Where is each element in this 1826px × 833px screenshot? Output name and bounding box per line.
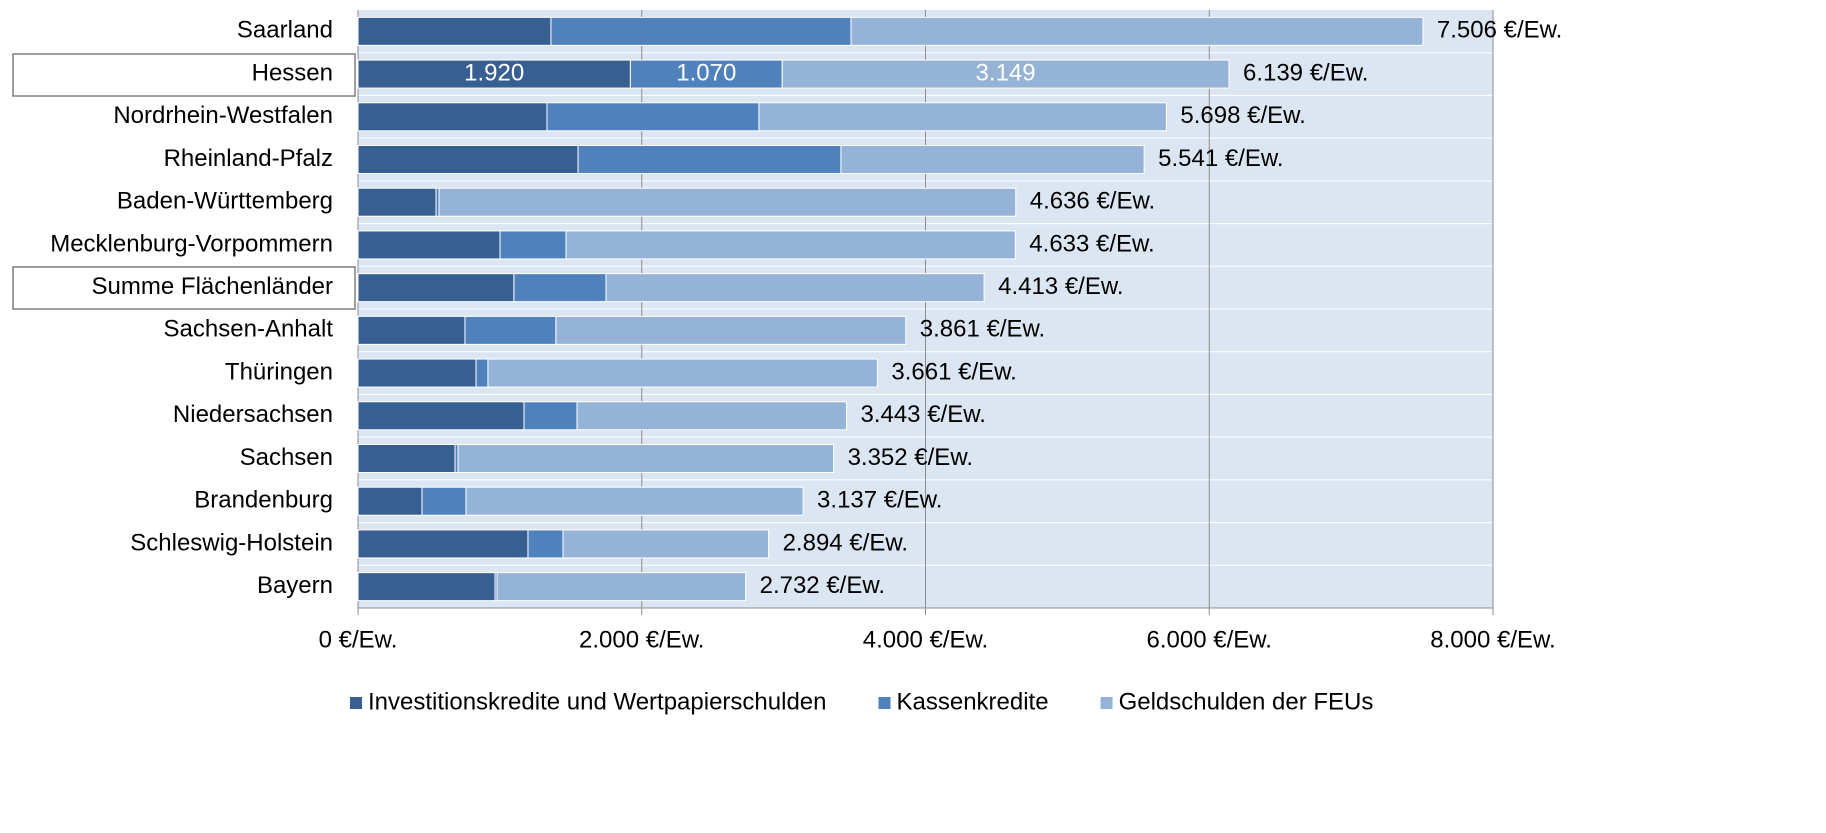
bar-segment — [629, 59, 783, 89]
y-tick-label: Rheinland-Pfalz — [164, 145, 333, 172]
y-tick-label: Bayern — [257, 572, 333, 599]
bar-segment — [357, 572, 496, 602]
total-label: 2.732 €/Ew. — [760, 572, 885, 599]
y-tick-label: Summe Flächenländer — [92, 273, 333, 300]
y-tick-label: Baden-Württemberg — [117, 188, 333, 215]
x-tick-label: 4.000 €/Ew. — [863, 626, 988, 653]
total-label: 5.698 €/Ew. — [1180, 102, 1305, 129]
y-tick-label: Sachsen-Anhalt — [164, 316, 334, 343]
total-label: 4.413 €/Ew. — [998, 273, 1123, 300]
bar-segment — [781, 59, 1230, 89]
bar-segment — [475, 358, 489, 388]
legend-marker — [878, 697, 891, 709]
legend-label: Investitionskredite und Wertpapierschuld… — [368, 688, 826, 715]
bar-segment — [499, 230, 567, 260]
total-label: 7.506 €/Ew. — [1437, 17, 1562, 44]
y-tick-label: Sachsen — [240, 444, 333, 471]
bar-segment — [576, 401, 847, 431]
bar-segment — [421, 486, 467, 516]
bar-segment — [513, 273, 607, 303]
y-tick-label: Mecklenburg-Vorpommern — [50, 230, 333, 257]
value-label: 1.920 — [464, 59, 524, 86]
bar-segment — [850, 16, 1424, 46]
total-label: 6.139 €/Ew. — [1243, 59, 1368, 86]
total-label: 5.541 €/Ew. — [1158, 145, 1283, 172]
value-label: 3.149 — [976, 59, 1036, 86]
total-label: 3.443 €/Ew. — [860, 401, 985, 428]
legend-marker — [350, 697, 362, 709]
total-label: 3.861 €/Ew. — [920, 316, 1045, 343]
bar-segment — [496, 572, 747, 602]
y-tick-label: Brandenburg — [194, 487, 333, 514]
total-label: 3.352 €/Ew. — [848, 444, 973, 471]
x-tick-label: 0 €/Ew. — [319, 626, 398, 653]
total-label: 4.636 €/Ew. — [1030, 188, 1155, 215]
bar-segment — [527, 529, 564, 559]
total-label: 3.661 €/Ew. — [891, 358, 1016, 385]
bar-segment — [357, 486, 423, 516]
bar-segment — [546, 102, 760, 132]
x-tick-label: 2.000 €/Ew. — [579, 626, 704, 653]
legend-marker — [1100, 697, 1113, 709]
total-label: 2.894 €/Ew. — [783, 529, 908, 556]
bar-segment — [357, 401, 525, 431]
value-label: 1.070 — [676, 59, 736, 86]
bar-segment — [357, 358, 477, 388]
bar-segment — [357, 273, 515, 303]
bar-segment — [357, 315, 466, 345]
y-tick-label: Niedersachsen — [173, 401, 333, 428]
y-tick-label: Thüringen — [225, 358, 333, 385]
bar-segment — [457, 444, 835, 473]
bar-segment — [357, 16, 552, 46]
y-tick-label: Hessen — [252, 59, 333, 86]
bar-segment — [357, 529, 529, 559]
bar-segment — [438, 187, 1017, 217]
x-tick-label: 8.000 €/Ew. — [1430, 626, 1555, 653]
bar-segment — [565, 230, 1016, 260]
y-tick-label: Saarland — [237, 17, 333, 44]
bar-segment — [758, 102, 1167, 132]
bar-segment — [550, 16, 852, 46]
bar-segment — [487, 358, 878, 388]
bar-segment — [357, 102, 548, 132]
bar-segment — [465, 486, 804, 516]
x-tick-label: 6.000 €/Ew. — [1147, 626, 1272, 653]
y-tick-label: Nordrhein-Westfalen — [113, 102, 333, 129]
bar-segment — [562, 529, 770, 559]
highlight-box — [12, 53, 356, 97]
bar-segment — [577, 145, 842, 174]
bar-segment — [555, 315, 907, 345]
bar-segment — [357, 187, 437, 217]
legend-label: Kassenkredite — [896, 688, 1048, 715]
total-label: 4.633 €/Ew. — [1029, 230, 1154, 257]
y-tick-label: Schleswig-Holstein — [130, 529, 333, 556]
bar-segment — [605, 273, 985, 303]
bar-segment — [357, 59, 631, 89]
bar-segment — [464, 315, 557, 345]
total-label: 3.137 €/Ew. — [817, 487, 942, 514]
bar-segment — [523, 401, 578, 431]
highlight-box — [12, 266, 356, 310]
bar-segment — [357, 230, 501, 260]
bar-segment — [357, 444, 456, 473]
bar-segment — [357, 145, 579, 174]
bar-segment — [840, 145, 1145, 174]
legend-label: Geldschulden der FEUs — [1119, 688, 1374, 715]
